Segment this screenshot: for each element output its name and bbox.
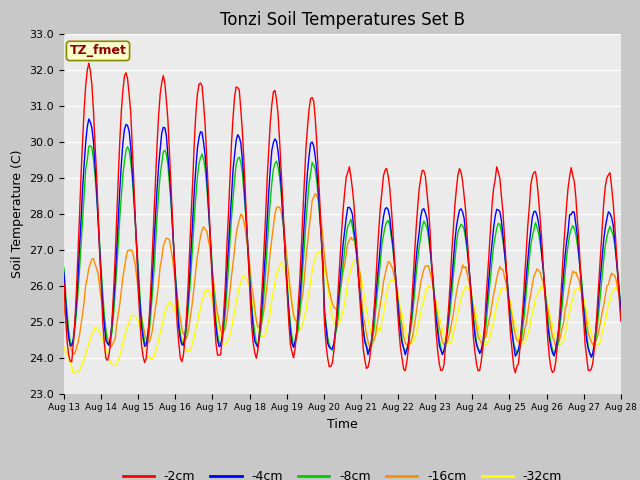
Title: Tonzi Soil Temperatures Set B: Tonzi Soil Temperatures Set B [220, 11, 465, 29]
Legend: -2cm, -4cm, -8cm, -16cm, -32cm: -2cm, -4cm, -8cm, -16cm, -32cm [118, 465, 567, 480]
Y-axis label: Soil Temperature (C): Soil Temperature (C) [11, 149, 24, 278]
Text: TZ_fmet: TZ_fmet [70, 44, 127, 58]
X-axis label: Time: Time [327, 418, 358, 431]
